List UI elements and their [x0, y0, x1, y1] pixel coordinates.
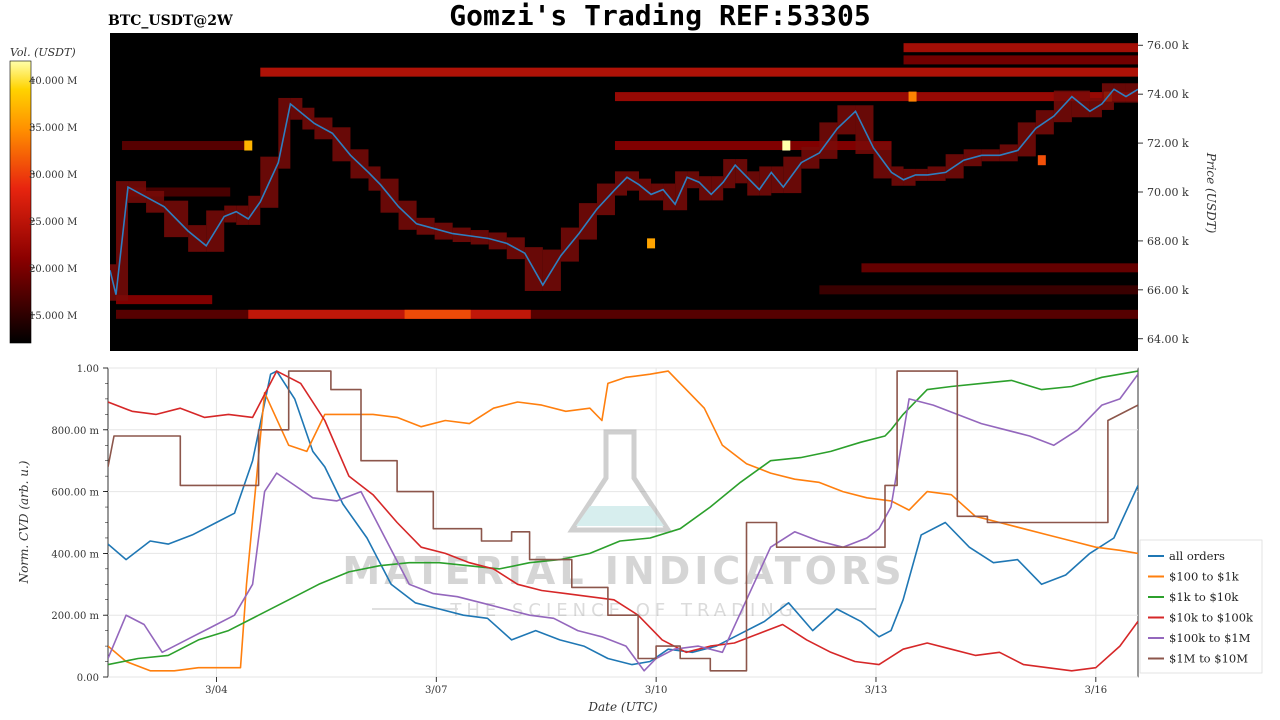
cvd-y-axis-label: Norm. CVD (arb. u.) — [17, 460, 31, 584]
volume-band — [404, 309, 471, 319]
cvd-y-tick-label: 400.00 m — [51, 549, 99, 560]
cvd-x-tick-label: 3/07 — [425, 685, 447, 696]
chart-title: Gomzi's Trading REF:53305 — [449, 0, 870, 32]
price-tick-label: 72.00 k — [1147, 137, 1189, 150]
cvd-x-tick-label: 3/04 — [205, 685, 227, 696]
volume-hotspot — [908, 91, 917, 102]
cvd-y-tick-label: 200.00 m — [51, 611, 99, 622]
colorbar-ticks: 15.000 M 20.000 M 25.000 M 30.000 M 35.000 M… — [29, 76, 77, 322]
volume-band — [819, 285, 1138, 295]
cvd-y-tick-label: 600.00 m — [51, 488, 99, 499]
price-line — [110, 88, 1138, 295]
flask-liquid — [576, 506, 664, 526]
price-tick-label: 68.00 k — [1147, 235, 1189, 248]
series-line — [108, 370, 1138, 672]
price-axis-label: Price (USDT) — [1204, 152, 1218, 234]
volume-hotspot — [1037, 155, 1046, 166]
volume-band — [128, 187, 231, 197]
legend-label: $100k to $1M — [1169, 631, 1251, 645]
cvd-y-axis: 0.00 200.00 m 400.00 m 600.00 m 800.00 m 1.00 — [51, 364, 108, 684]
volume-band — [903, 55, 1138, 65]
legend-label: all orders — [1169, 549, 1225, 563]
legend-label: $1k to $10k — [1169, 590, 1239, 604]
colorbar-tick-label: 25.000 M — [29, 217, 77, 228]
volume-band — [116, 309, 1138, 319]
volume-hotspot — [782, 140, 791, 151]
price-tick-label: 74.00 k — [1147, 88, 1189, 101]
cvd-x-axis-label: Date (UTC) — [587, 700, 657, 714]
volume-hotspot — [647, 238, 656, 249]
heatmap-volume-bands — [116, 43, 1138, 319]
price-tick-label: 76.00 k — [1147, 39, 1189, 52]
heatmap-price — [110, 83, 1138, 301]
volume-band — [116, 295, 213, 305]
flask-icon — [567, 429, 673, 533]
cvd-panel — [107, 367, 1139, 678]
price-axis: 64.00 k 66.00 k 68.00 k 70.00 k 72.00 k 74.00… — [1138, 39, 1189, 346]
legend-label: $1M to $10M — [1169, 652, 1248, 666]
volume-band — [903, 43, 1138, 53]
colorbar-tick-label: 40.000 M — [29, 76, 77, 87]
watermark: MATERIAL INDICATORS THE SCIENCE OF TRADI… — [342, 429, 905, 621]
watermark-title: MATERIAL INDICATORS — [342, 549, 905, 593]
colorbar-tick-label: 15.000 M — [29, 311, 77, 322]
volume-band — [248, 309, 531, 319]
cvd-x-tick-label: 3/16 — [1085, 685, 1107, 696]
cvd-x-tick-label: 3/13 — [865, 685, 887, 696]
colorbar-tick-label: 20.000 M — [29, 264, 77, 275]
volume-band — [861, 263, 1138, 273]
price-tick-label: 66.00 k — [1147, 284, 1189, 297]
pair-label: BTC_USDT@2W — [108, 13, 233, 29]
cvd-y-tick-label: 1.00 — [77, 364, 99, 375]
price-tick-label: 70.00 k — [1147, 186, 1189, 199]
volume-band — [260, 67, 1138, 77]
legend: all orders $100 to $1k $1k to $10k $10k to … — [1139, 539, 1263, 674]
colorbar-tick-label: 30.000 M — [29, 170, 77, 181]
cvd-y-tick-label: 0.00 — [77, 673, 99, 684]
price-tick-label: 64.00 k — [1147, 333, 1189, 346]
volume-band — [614, 92, 1138, 102]
series-line — [108, 370, 1138, 666]
legend-label: $100 to $1k — [1169, 570, 1240, 584]
colorbar-label: Vol. (USDT) — [10, 46, 76, 59]
volume-hotspot — [244, 140, 253, 151]
volume-band — [122, 141, 249, 151]
series-line — [108, 370, 1138, 666]
cvd-y-tick-label: 800.00 m — [51, 426, 99, 437]
volume-band — [614, 141, 892, 151]
legend-box — [1139, 539, 1263, 674]
colorbar — [9, 60, 32, 344]
cvd-x-tick-label: 3/10 — [645, 685, 667, 696]
cvd-x-axis: 3/04 3/07 3/10 3/13 3/16 — [205, 677, 1107, 696]
colorbar-tick-label: 35.000 M — [29, 123, 77, 134]
cvd-lines — [108, 370, 1138, 672]
series-line — [108, 370, 1138, 672]
legend-label: $10k to $100k — [1169, 611, 1254, 625]
